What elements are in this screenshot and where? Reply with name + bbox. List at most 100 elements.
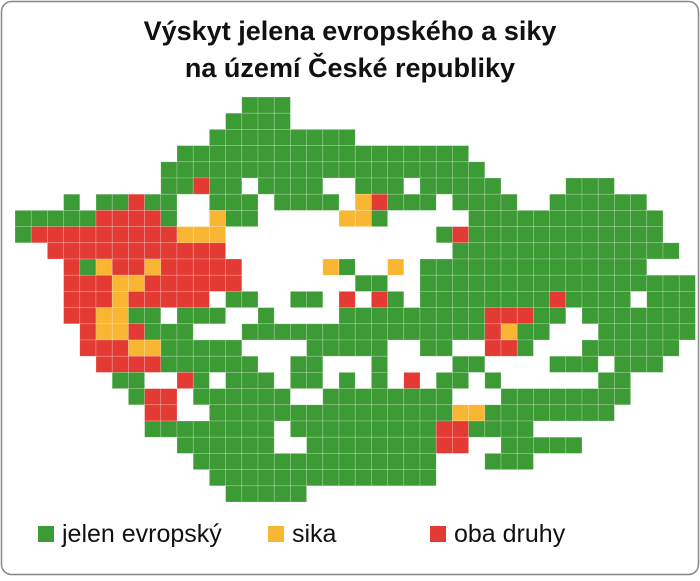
grid-cell xyxy=(257,177,275,195)
grid-cell xyxy=(209,226,226,244)
grid-cell xyxy=(225,372,243,389)
grid-cell xyxy=(646,291,664,308)
grid-cell xyxy=(646,339,664,357)
grid-cell xyxy=(500,226,518,244)
legend-swatch xyxy=(38,526,54,542)
grid-cell xyxy=(500,307,518,325)
grid-cell xyxy=(419,177,437,195)
grid-cell xyxy=(516,274,534,292)
grid-cell xyxy=(371,339,388,357)
grid-cell xyxy=(257,161,275,179)
grid-cell xyxy=(290,485,307,503)
grid-cell xyxy=(500,436,518,454)
grid-cell xyxy=(257,420,275,438)
grid-cell xyxy=(241,355,259,373)
grid-cell xyxy=(160,177,178,195)
grid-cell xyxy=(144,404,162,422)
grid-cell xyxy=(597,323,615,341)
grid-cell xyxy=(354,420,372,438)
grid-cell xyxy=(79,339,97,357)
grid-cell xyxy=(435,291,453,308)
grid-cell xyxy=(565,177,583,195)
grid-cell xyxy=(630,355,648,373)
grid-cell xyxy=(128,258,145,276)
grid-cell xyxy=(95,242,113,260)
grid-cell xyxy=(516,404,534,422)
grid-cell xyxy=(306,323,324,341)
grid-cell xyxy=(565,404,583,422)
grid-cell xyxy=(322,145,340,163)
grid-cell xyxy=(273,193,291,211)
grid-cell xyxy=(387,193,405,211)
grid-cell xyxy=(549,291,567,308)
grid-cell xyxy=(468,161,486,179)
grid-cell xyxy=(30,210,48,227)
grid-cell xyxy=(387,388,405,406)
grid-cell xyxy=(128,274,145,292)
grid-cell xyxy=(128,372,145,389)
grid-cell xyxy=(209,161,226,179)
grid-cell xyxy=(614,274,631,292)
grid-cell xyxy=(614,242,631,260)
grid-cell xyxy=(160,226,178,244)
grid-cell xyxy=(468,404,486,422)
grid-cell xyxy=(484,307,502,325)
grid-cell xyxy=(128,291,145,308)
grid-cell xyxy=(290,372,307,389)
grid-cell xyxy=(290,129,307,146)
grid-cell xyxy=(95,323,113,341)
grid-cell xyxy=(500,339,518,357)
grid-cell xyxy=(209,210,226,227)
grid-cell xyxy=(435,307,453,325)
grid-cell xyxy=(419,339,437,357)
grid-cell xyxy=(225,291,243,308)
grid-cell xyxy=(581,226,599,244)
grid-cell xyxy=(533,242,550,260)
grid-cell xyxy=(614,291,631,308)
grid-cell xyxy=(144,210,162,227)
grid-cell xyxy=(630,339,648,357)
grid-cell xyxy=(597,193,615,211)
grid-cell xyxy=(241,453,259,470)
grid-cell xyxy=(306,177,324,195)
grid-cell xyxy=(192,436,210,454)
grid-cell xyxy=(565,226,583,244)
grid-cell xyxy=(209,404,226,422)
grid-cell xyxy=(646,274,664,292)
grid-cell xyxy=(225,274,243,292)
grid-cell xyxy=(354,323,372,341)
grid-cell xyxy=(646,242,664,260)
grid-cell xyxy=(452,258,469,276)
grid-cell xyxy=(63,307,81,325)
grid-cell xyxy=(387,323,405,341)
grid-cell xyxy=(678,323,696,341)
grid-cell xyxy=(322,388,340,406)
grid-cell xyxy=(452,242,469,260)
grid-cell xyxy=(209,193,226,211)
grid-cell xyxy=(403,372,421,389)
grid-cell xyxy=(452,323,469,341)
grid-cell xyxy=(533,291,550,308)
grid-cell xyxy=(419,291,437,308)
grid-cell xyxy=(468,355,486,373)
grid-cell xyxy=(322,323,340,341)
grid-cell xyxy=(387,161,405,179)
grid-cell xyxy=(192,161,210,179)
grid-cell xyxy=(225,258,243,276)
grid-cell xyxy=(241,145,259,163)
grid-cell xyxy=(403,404,421,422)
grid-cell xyxy=(322,453,340,470)
grid-cell xyxy=(549,242,567,260)
grid-cell xyxy=(516,291,534,308)
grid-cell xyxy=(14,210,32,227)
grid-cell xyxy=(484,453,502,470)
grid-cell xyxy=(354,388,372,406)
legend-label: jelen evropský xyxy=(61,520,222,548)
grid-cell xyxy=(95,210,113,227)
grid-cell xyxy=(192,177,210,195)
grid-cell xyxy=(435,404,453,422)
grid-cell xyxy=(209,339,226,357)
grid-cell xyxy=(209,129,226,146)
grid-cell xyxy=(452,274,469,292)
grid-cell xyxy=(354,307,372,325)
